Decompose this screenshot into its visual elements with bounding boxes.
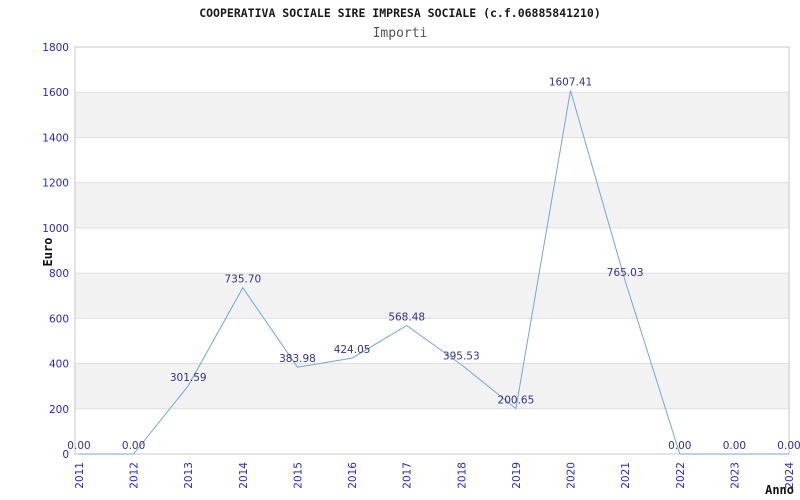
x-axis-title: Anno (765, 483, 794, 497)
y-tick-label: 0 (62, 449, 69, 461)
x-tick-label: 2018 (456, 462, 468, 489)
data-point-label: 1607.41 (549, 77, 592, 89)
plot-band (75, 408, 789, 454)
x-tick-label: 2022 (675, 462, 687, 489)
chart-title: COOPERATIVA SOCIALE SIRE IMPRESA SOCIALE… (199, 6, 601, 20)
y-axis-title: Euro (41, 238, 55, 267)
plot-band (75, 182, 789, 228)
plot-band (75, 273, 789, 319)
y-tick-label: 1600 (42, 87, 69, 99)
x-tick-label: 2011 (74, 462, 86, 489)
data-point-label: 0.00 (723, 440, 746, 452)
y-tick-label: 600 (49, 313, 69, 325)
plot-border (74, 46, 790, 455)
data-line-series (79, 90, 789, 455)
x-tick-label: 2014 (238, 462, 250, 489)
y-tick-label: 200 (49, 404, 69, 416)
x-tick-label: 2020 (566, 462, 578, 489)
data-point-label: 765.03 (607, 267, 644, 279)
x-tick-label: 2021 (620, 462, 632, 489)
data-point-label: 0.00 (777, 440, 800, 452)
chart-subtitle: Importi (373, 26, 428, 41)
data-point-label: 200.65 (498, 395, 535, 407)
data-point-label: 0.00 (668, 440, 691, 452)
x-tick-label: 2012 (129, 462, 141, 489)
data-point-label: 395.53 (443, 351, 480, 363)
y-tick-label: 400 (49, 359, 69, 371)
y-tick-label: 1400 (42, 132, 69, 144)
plot-band (75, 92, 789, 138)
x-tick-label: 2013 (183, 462, 195, 489)
y-tick-label: 1800 (42, 42, 69, 54)
x-tick-label: 2017 (402, 462, 414, 489)
plot-band (75, 318, 789, 364)
y-tick-label: 800 (49, 268, 69, 280)
data-point-label: 383.98 (279, 353, 316, 365)
x-tick-label: 2023 (729, 462, 741, 489)
data-point-label: 0.00 (122, 440, 145, 452)
plot-band (75, 137, 789, 183)
plot-band (75, 363, 789, 409)
data-point-label: 568.48 (388, 311, 425, 323)
data-point-labels: 0.00 0.00 301.59 735.70 383.98 424.05 568.48 39… (67, 77, 800, 452)
plot-bands (75, 47, 789, 454)
plot-band (75, 227, 789, 274)
x-tick-label: 2019 (511, 462, 523, 489)
x-tick-label: 2015 (292, 462, 304, 489)
y-tick-label: 1000 (42, 223, 69, 235)
data-point-label: 0.00 (67, 440, 90, 452)
x-tick-label: 2024 (784, 462, 796, 489)
plot-band (75, 47, 789, 93)
data-point-label: 735.70 (224, 274, 261, 286)
y-tick-label: 1200 (42, 178, 69, 190)
x-axis-tick-labels: 2011 2012 2013 2014 2015 2016 2017 2018 2019 2020… (74, 462, 796, 489)
data-point-label: 424.05 (334, 344, 371, 356)
x-tick-label: 2016 (347, 462, 359, 489)
y-axis-tick-labels: 0 200 400 600 800 1000 1200 1400 1600 1800 (42, 42, 69, 461)
data-point-label: 301.59 (170, 372, 207, 384)
